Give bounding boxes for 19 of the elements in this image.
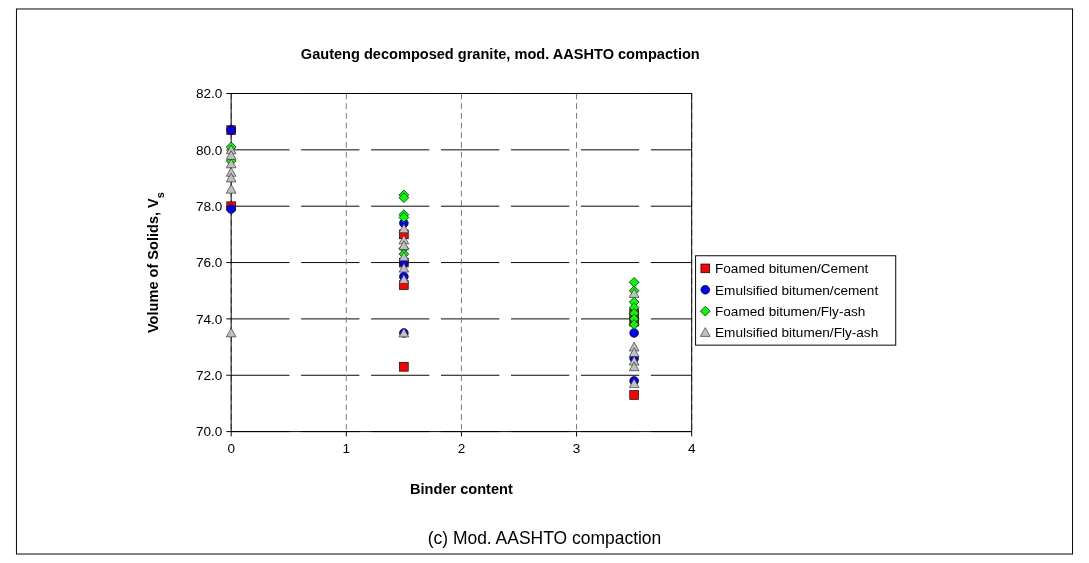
y-tick-label: 76.0 bbox=[195, 255, 223, 271]
legend-label: Foamed bitumen/Cement bbox=[715, 261, 869, 277]
y-tick-label: 78.0 bbox=[195, 199, 223, 215]
legend-label: Foamed bitumen/Fly-ash bbox=[715, 303, 866, 319]
x-tick-label: 1 bbox=[342, 440, 351, 456]
x-tick-label: 2 bbox=[457, 440, 466, 456]
chart-title: Gauteng decomposed granite, mod. AASHTO compaction bbox=[300, 45, 700, 62]
y-tick-label: 74.0 bbox=[195, 311, 223, 327]
x-tick-label: 0 bbox=[227, 440, 236, 456]
x-axis-title: Binder content bbox=[410, 480, 513, 497]
text: (c) Mod. AASHTO compaction bbox=[427, 528, 662, 549]
y-tick-label: 72.0 bbox=[195, 368, 223, 384]
x-tick-label: 3 bbox=[572, 440, 581, 456]
y-tick-label: 80.0 bbox=[195, 142, 223, 158]
x-tick-label: 4 bbox=[687, 440, 696, 456]
legend-label: Emulsified bitumen/cement bbox=[715, 282, 879, 298]
y-tick-label: 82.0 bbox=[195, 86, 223, 102]
y-tick-label: 70.0 bbox=[195, 424, 223, 440]
legend-label: Emulsified bitumen/Fly-ash bbox=[715, 325, 879, 341]
